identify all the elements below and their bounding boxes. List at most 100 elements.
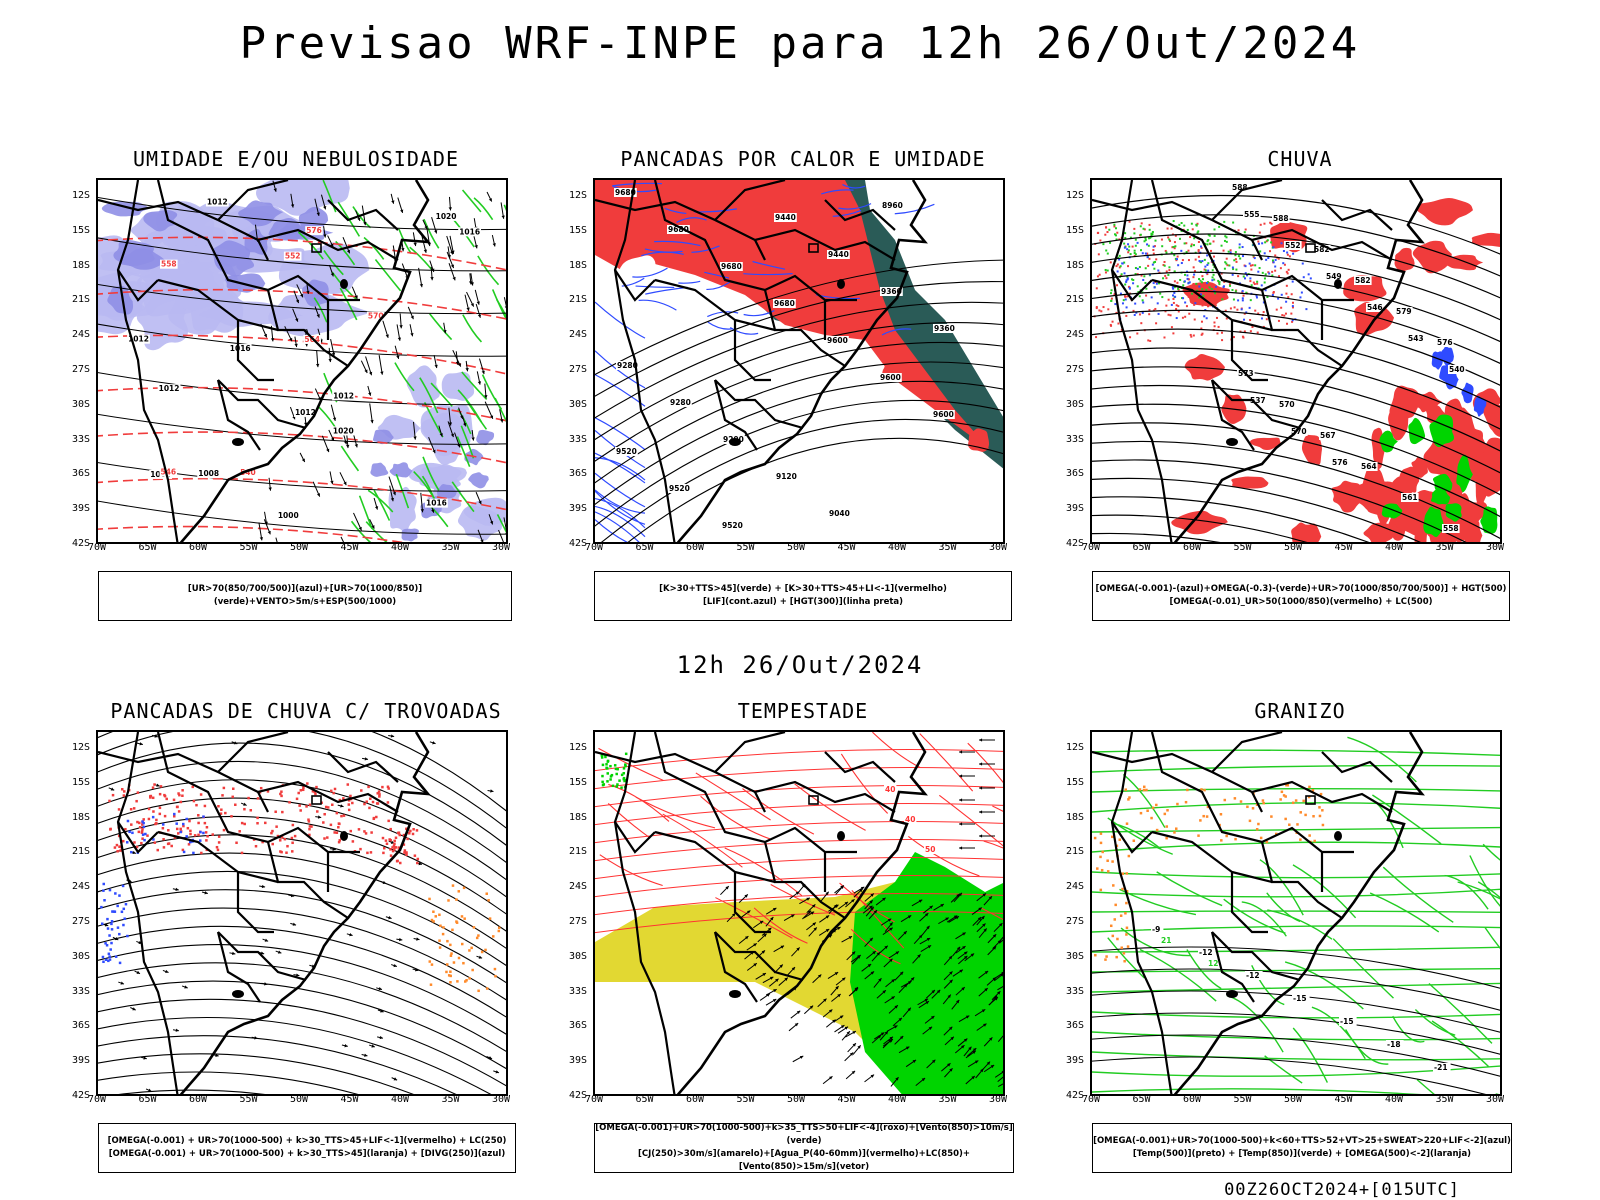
map-canvas: 1012101210121012101610161020102010161012… (98, 180, 506, 542)
storm-red-pixel (142, 818, 145, 821)
streamline (98, 980, 506, 1070)
wind-green-pixel (615, 785, 619, 788)
contour-label: 552 (1285, 241, 1301, 250)
divergence-blue-pixel (141, 833, 145, 836)
storm-red-pixel (199, 793, 203, 796)
rain-green-pixel (1264, 241, 1267, 244)
state-border (713, 379, 758, 451)
storm-red-pixel (297, 791, 300, 795)
instability-red-area (595, 180, 990, 450)
storm-red-pixel (137, 830, 141, 834)
storm-red-pixel (392, 844, 396, 848)
wind-vector (420, 233, 427, 253)
wind-vector-head (898, 1017, 902, 1022)
lat-tick-label: 12S (569, 190, 588, 201)
storm-red-pixel (306, 782, 309, 785)
wind-vector-head (474, 244, 478, 249)
wind-vector-head (956, 946, 961, 951)
wind-vector-head (330, 272, 334, 277)
omega-orange-pixel (1262, 801, 1265, 805)
rain-blue-pixel (1128, 287, 1131, 290)
rain-red-pixel (1148, 257, 1151, 260)
contour-label: 1020 (333, 426, 354, 435)
rain-red-pixel (1097, 253, 1100, 256)
rain-red-pixel (1185, 305, 1188, 308)
divergence-blue-pixel (122, 907, 126, 911)
rain-blue-pixel (1142, 278, 1145, 281)
temp850-contour (1414, 1008, 1456, 1036)
wind-vector-head (1003, 933, 1005, 936)
storm-red-pixel (363, 830, 366, 833)
lat-tick-label: 15S (1066, 776, 1085, 788)
rain-blue-pixel (1253, 257, 1256, 260)
state-border (754, 791, 766, 813)
divergence-blue-pixel (122, 923, 125, 927)
rain-red-area (1363, 522, 1396, 542)
contour-label: 1012 (295, 408, 316, 417)
contour-label: 567 (1320, 431, 1336, 440)
rain-green-pixel (1129, 236, 1132, 239)
rain-blue-pixel (1241, 299, 1244, 302)
contour-label: 9600 (827, 336, 848, 345)
omega-orange-pixel (1151, 806, 1155, 810)
rain-blue-pixel (1265, 258, 1268, 261)
storm-red-pixel (113, 846, 117, 849)
wind-vector-head (770, 916, 774, 921)
divergence-blue-pixel (126, 819, 130, 823)
rain-blue-pixel (1155, 282, 1158, 285)
rain-green-pixel (1186, 228, 1189, 231)
temp850-contour (1092, 910, 1500, 914)
storm-red-pixel (338, 839, 342, 842)
divergence-blue-pixel (103, 899, 106, 902)
contour-label-bg (1339, 1017, 1357, 1026)
rain-green-pixel (1123, 242, 1126, 245)
omega-orange-pixel (1155, 803, 1158, 807)
rain-green-pixel (1263, 281, 1266, 284)
lon-tick-label: 40W (888, 1094, 907, 1105)
state-border (1260, 289, 1343, 367)
lifted-index-contour (635, 285, 675, 289)
omega-orange-pixel (1296, 823, 1299, 826)
wind-vector-head (397, 337, 402, 341)
rain-blue-pixel (1144, 252, 1147, 255)
rain-blue-pixel (1305, 308, 1308, 311)
lon-tick-label: 55W (1233, 542, 1252, 553)
storm-red-pixel (326, 836, 329, 839)
wind-vector (484, 401, 494, 420)
lat-tick-label: 24S (1066, 329, 1085, 341)
omega-orange-pixel (1120, 946, 1123, 949)
wind-vector-head (396, 355, 400, 359)
rain-red-pixel (1127, 265, 1130, 268)
rain-green-pixel (1225, 240, 1228, 243)
divergence-blue-pixel (199, 830, 202, 834)
lon-tick-label: 65W (635, 1094, 654, 1105)
lake (837, 279, 845, 289)
humidity-green-contour (461, 371, 488, 400)
lat-tick-label: 15S (569, 224, 588, 236)
state-border (1151, 830, 1268, 934)
lake (1334, 279, 1342, 289)
storm-red-pixel (315, 785, 318, 789)
wind-green-pixel (613, 764, 617, 767)
wind-vector-head (346, 444, 350, 449)
rain-red-pixel (1221, 339, 1224, 342)
lifted-index-contour (743, 310, 775, 317)
storm-red-pixel (335, 811, 339, 815)
omega-orange-pixel (1176, 802, 1179, 806)
rain-red-pixel (1286, 272, 1289, 275)
precip-water-contour (981, 907, 1003, 921)
rain-green-pixel (1144, 267, 1147, 270)
rain-green-pixel (1172, 220, 1175, 223)
rain-red-pixel (1196, 222, 1199, 225)
precip-water-contour (700, 795, 770, 840)
precip-water-contour (753, 907, 808, 944)
lon-tick-label: 40W (1385, 542, 1404, 553)
omega-orange-pixel (1173, 831, 1176, 834)
storm-red-pixel (111, 793, 115, 797)
contour-label: 576 (1437, 338, 1453, 347)
rain-blue-pixel (1260, 317, 1263, 320)
contour-label-bg (884, 785, 897, 794)
storm-red-pixel (186, 826, 190, 830)
height-contour (1092, 194, 1500, 255)
wind-vector-head (907, 981, 912, 985)
